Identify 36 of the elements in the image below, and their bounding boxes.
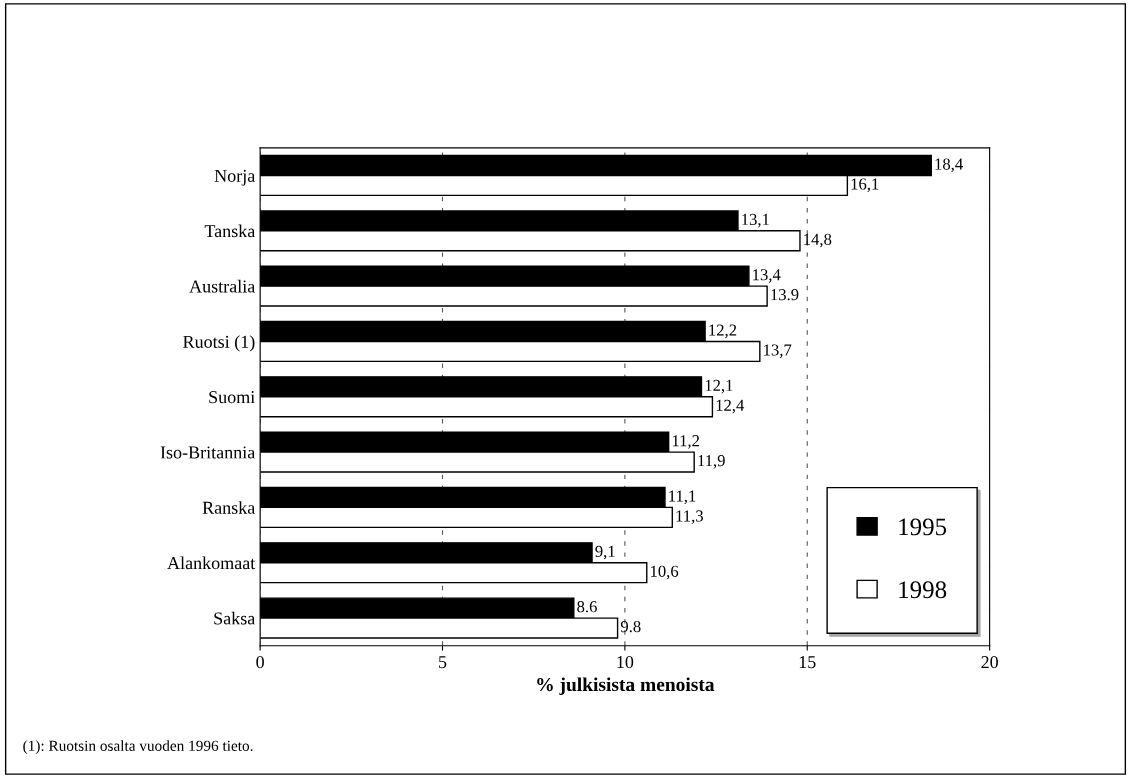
data-label: 9.8 [620, 620, 641, 633]
data-label: 16,1 [851, 178, 879, 193]
y-tick-label: Ranska [202, 501, 256, 514]
data-label: 14,8 [804, 233, 832, 248]
x-axis-title: % julkisista menoista [537, 677, 715, 696]
data-label: 12,4 [716, 399, 745, 414]
x-tick-label: 10 [617, 655, 634, 669]
data-label: 13,1 [742, 213, 769, 228]
y-tick-label: Ruotsi (1) [183, 335, 255, 352]
data-label: 12,1 [705, 379, 733, 394]
y-tick-label: Iso-Britannia [160, 446, 256, 459]
y-tick-label: Alankomaat [167, 556, 256, 570]
data-label: 11,1 [669, 490, 696, 505]
data-label: 9,1 [595, 545, 615, 560]
y-tick-label: Suomi [209, 391, 255, 404]
legend-label: 1998 [899, 581, 947, 599]
data-label: 12,2 [709, 324, 737, 339]
text: (1): Ruotsin osalta vuoden 1996 tieto. [23, 740, 253, 755]
y-tick-label: Saksa [214, 611, 256, 625]
data-label: 13,4 [753, 269, 781, 283]
y-tick-label: Australia [189, 279, 256, 293]
y-tick-label: Tanska [204, 224, 256, 238]
data-label: 11,9 [698, 455, 725, 469]
data-label: 8.6 [577, 601, 597, 613]
data-label: 10,6 [651, 565, 679, 580]
x-tick-label: 15 [799, 656, 816, 669]
y-tick-label: Norja [214, 169, 256, 186]
x-tick-label: 5 [439, 656, 447, 669]
data-label: 18,4 [935, 158, 963, 173]
x-tick-label: 0 [256, 655, 264, 669]
x-tick-label: 20 [981, 655, 998, 669]
data-label: 13,7 [764, 344, 792, 358]
data-label: 13.9 [771, 289, 799, 301]
data-label: 11,3 [676, 510, 703, 524]
data-label: 11,2 [672, 435, 700, 449]
legend-label: 1995 [899, 518, 947, 536]
